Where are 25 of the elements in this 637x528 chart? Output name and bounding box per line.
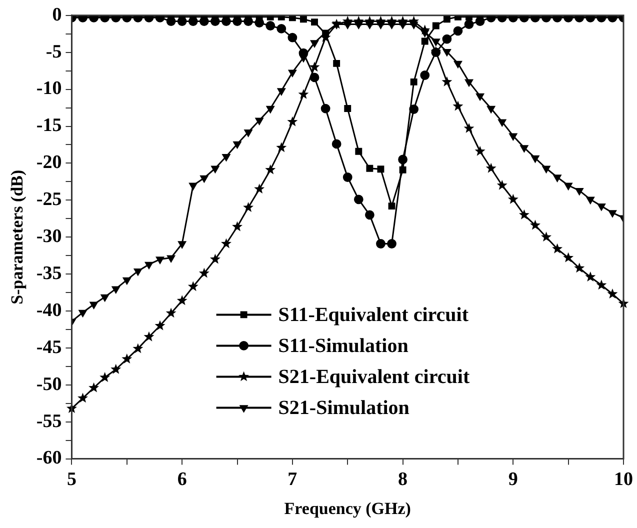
x-tick-label: 6 — [177, 469, 187, 490]
y-tick-label: 0 — [52, 4, 62, 26]
y-tick-label: -45 — [36, 336, 62, 358]
y-tick-label: -25 — [36, 189, 62, 210]
x-tick-label: 7 — [288, 469, 298, 490]
y-tick-label: -15 — [36, 115, 62, 136]
legend-label: S11-Equivalent circuit — [278, 304, 469, 326]
y-tick-label: -55 — [36, 410, 62, 432]
y-tick-label: -10 — [36, 78, 62, 100]
y-tick-label: -5 — [46, 41, 62, 62]
y-axis-title: S-parameters (dB) — [8, 170, 27, 304]
x-tick-label: 5 — [66, 469, 76, 490]
y-tick-label: -35 — [36, 262, 62, 284]
y-tick-label: -60 — [36, 448, 62, 469]
y-tick-label: -40 — [36, 300, 62, 321]
y-tick-label: -30 — [36, 226, 62, 248]
legend-label: S21-Simulation — [278, 396, 410, 419]
x-tick-label: 9 — [508, 469, 518, 490]
y-tick-label: -20 — [36, 152, 62, 174]
legend-label: S21-Equivalent circuit — [278, 366, 470, 388]
legend-label: S11-Simulation — [278, 334, 408, 357]
y-tick-label: -50 — [36, 374, 62, 395]
x-tick-label: 8 — [398, 469, 408, 490]
x-tick-label: 10 — [614, 469, 633, 490]
x-axis-title: Frequency (GHz) — [284, 499, 411, 518]
